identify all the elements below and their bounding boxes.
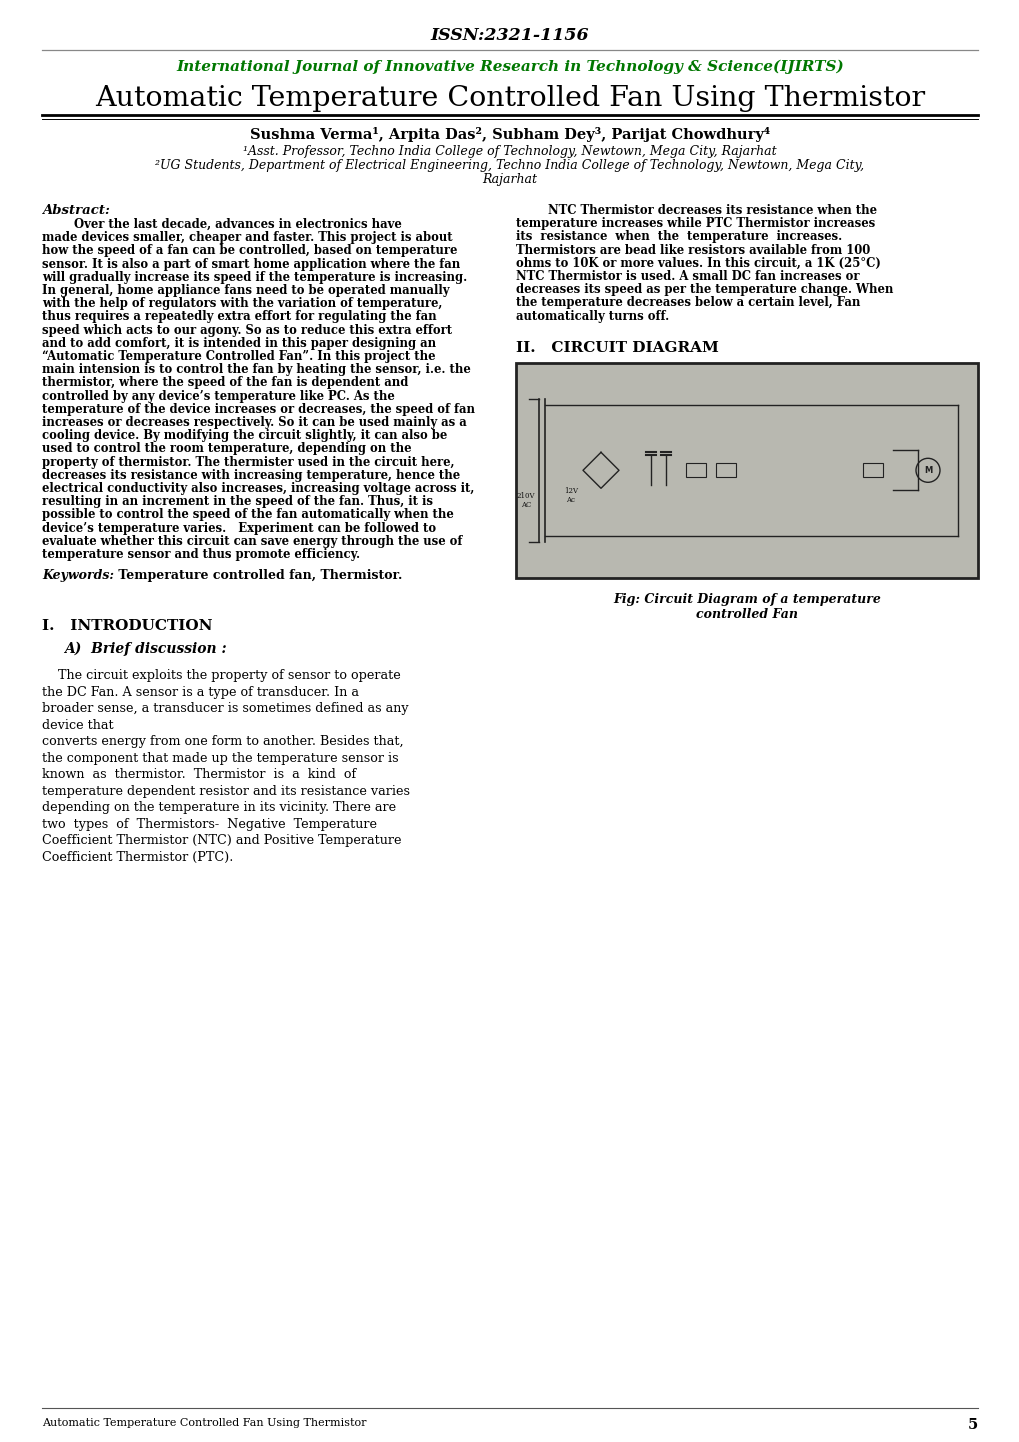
Text: possible to control the speed of the fan automatically when the: possible to control the speed of the fan… xyxy=(42,509,453,522)
Text: In general, home appliance fans need to be operated manually: In general, home appliance fans need to … xyxy=(42,284,449,297)
Bar xyxy=(686,463,705,477)
Text: International Journal of Innovative Research in Technology & Science(IJIRTS): International Journal of Innovative Rese… xyxy=(176,59,843,74)
Text: ISSN:2321-1156: ISSN:2321-1156 xyxy=(430,27,589,45)
Text: I.   INTRODUCTION: I. INTRODUCTION xyxy=(42,619,212,633)
Text: M: M xyxy=(923,466,931,474)
Text: Temperature controlled fan, Thermistor.: Temperature controlled fan, Thermistor. xyxy=(114,570,401,583)
Text: and to add comfort, it is intended in this paper designing an: and to add comfort, it is intended in th… xyxy=(42,337,436,350)
Bar xyxy=(715,463,736,477)
Text: temperature dependent resistor and its resistance varies: temperature dependent resistor and its r… xyxy=(42,784,410,797)
Text: NTC Thermistor is used. A small DC fan increases or: NTC Thermistor is used. A small DC fan i… xyxy=(516,270,859,283)
Text: the component that made up the temperature sensor is: the component that made up the temperatu… xyxy=(42,751,398,764)
Text: automatically turns off.: automatically turns off. xyxy=(516,310,668,323)
Text: the temperature decreases below a certain level, Fan: the temperature decreases below a certai… xyxy=(516,297,860,310)
Text: broader sense, a transducer is sometimes defined as any: broader sense, a transducer is sometimes… xyxy=(42,702,409,715)
Text: II.   CIRCUIT DIAGRAM: II. CIRCUIT DIAGRAM xyxy=(516,340,718,355)
Text: main intension is to control the fan by heating the sensor, i.e. the: main intension is to control the fan by … xyxy=(42,363,471,376)
Text: cooling device. By modifying the circuit slightly, it can also be: cooling device. By modifying the circuit… xyxy=(42,430,446,443)
Text: known  as  thermistor.  Thermistor  is  a  kind  of: known as thermistor. Thermistor is a kin… xyxy=(42,769,356,782)
Text: speed which acts to our agony. So as to reduce this extra effort: speed which acts to our agony. So as to … xyxy=(42,323,451,336)
Text: converts energy from one form to another. Besides that,: converts energy from one form to another… xyxy=(42,735,404,748)
Text: two  types  of  Thermistors-  Negative  Temperature: two types of Thermistors- Negative Tempe… xyxy=(42,818,377,831)
Text: evaluate whether this circuit can save energy through the use of: evaluate whether this circuit can save e… xyxy=(42,535,462,548)
Text: resulting in an increment in the speed of the fan. Thus, it is: resulting in an increment in the speed o… xyxy=(42,495,433,508)
Text: The circuit exploits the property of sensor to operate: The circuit exploits the property of sen… xyxy=(42,669,400,682)
Text: ¹Asst. Professor, Techno India College of Technology, Newtown, Mega City, Rajarh: ¹Asst. Professor, Techno India College o… xyxy=(243,144,776,157)
Text: Coefficient Thermistor (PTC).: Coefficient Thermistor (PTC). xyxy=(42,851,233,864)
Text: Coefficient Thermistor (NTC) and Positive Temperature: Coefficient Thermistor (NTC) and Positiv… xyxy=(42,835,401,848)
Text: Sushma Verma¹, Arpita Das², Subham Dey³, Parijat Chowdhury⁴: Sushma Verma¹, Arpita Das², Subham Dey³,… xyxy=(250,127,769,141)
Text: temperature sensor and thus promote efficiency.: temperature sensor and thus promote effi… xyxy=(42,548,360,561)
Text: device’s temperature varies.   Experiment can be followed to: device’s temperature varies. Experiment … xyxy=(42,522,436,535)
Text: controlled by any device’s temperature like PC. As the: controlled by any device’s temperature l… xyxy=(42,389,394,402)
Text: property of thermistor. The thermister used in the circuit here,: property of thermistor. The thermister u… xyxy=(42,456,454,469)
Text: Fig: Circuit Diagram of a temperature: Fig: Circuit Diagram of a temperature xyxy=(612,593,880,606)
Text: used to control the room temperature, depending on the: used to control the room temperature, de… xyxy=(42,443,411,456)
Text: depending on the temperature in its vicinity. There are: depending on the temperature in its vici… xyxy=(42,802,395,815)
Text: thermistor, where the speed of the fan is dependent and: thermistor, where the speed of the fan i… xyxy=(42,376,408,389)
Text: “Automatic Temperature Controlled Fan”. In this project the: “Automatic Temperature Controlled Fan”. … xyxy=(42,350,435,363)
Text: A)  Brief discussion :: A) Brief discussion : xyxy=(64,642,226,656)
Text: temperature of the device increases or decreases, the speed of fan: temperature of the device increases or d… xyxy=(42,402,475,415)
Bar xyxy=(862,463,882,477)
Text: 12V
Ac: 12V Ac xyxy=(564,487,578,503)
Text: the DC Fan. A sensor is a type of transducer. In a: the DC Fan. A sensor is a type of transd… xyxy=(42,686,359,699)
Text: Over the last decade, advances in electronics have: Over the last decade, advances in electr… xyxy=(42,218,401,231)
Text: with the help of regulators with the variation of temperature,: with the help of regulators with the var… xyxy=(42,297,442,310)
Text: Thermistors are bead like resistors available from 100: Thermistors are bead like resistors avai… xyxy=(516,244,869,257)
Text: electrical conductivity also increases, increasing voltage across it,: electrical conductivity also increases, … xyxy=(42,482,474,495)
Text: Keywords:: Keywords: xyxy=(42,570,114,583)
Text: increases or decreases respectively. So it can be used mainly as a: increases or decreases respectively. So … xyxy=(42,415,467,430)
Text: Automatic Temperature Controlled Fan Using Thermistor: Automatic Temperature Controlled Fan Usi… xyxy=(95,85,924,111)
Text: ²UG Students, Department of Electrical Engineering, Techno India College of Tech: ²UG Students, Department of Electrical E… xyxy=(155,160,864,173)
Text: ohms to 10K or more values. In this circuit, a 1K (25°C): ohms to 10K or more values. In this circ… xyxy=(516,257,880,270)
Text: will gradually increase its speed if the temperature is increasing.: will gradually increase its speed if the… xyxy=(42,271,467,284)
Text: its  resistance  when  the  temperature  increases.: its resistance when the temperature incr… xyxy=(516,231,842,244)
Text: Abstract:: Abstract: xyxy=(42,203,110,216)
Text: Automatic Temperature Controlled Fan Using Thermistor: Automatic Temperature Controlled Fan Usi… xyxy=(42,1417,366,1428)
Text: NTC Thermistor decreases its resistance when the: NTC Thermistor decreases its resistance … xyxy=(516,203,876,216)
Text: controlled Fan: controlled Fan xyxy=(695,607,797,622)
Text: decreases its resistance with increasing temperature, hence the: decreases its resistance with increasing… xyxy=(42,469,460,482)
Text: 210V
AC: 210V AC xyxy=(517,492,535,509)
Text: sensor. It is also a part of smart home application where the fan: sensor. It is also a part of smart home … xyxy=(42,258,460,271)
Text: device that: device that xyxy=(42,718,113,731)
Bar xyxy=(516,363,977,578)
Text: made devices smaller, cheaper and faster. This project is about: made devices smaller, cheaper and faster… xyxy=(42,231,452,244)
Text: how the speed of a fan can be controlled, based on temperature: how the speed of a fan can be controlled… xyxy=(42,244,457,258)
Text: decreases its speed as per the temperature change. When: decreases its speed as per the temperatu… xyxy=(516,283,893,296)
Text: temperature increases while PTC Thermistor increases: temperature increases while PTC Thermist… xyxy=(516,218,874,231)
Text: 5: 5 xyxy=(967,1417,977,1432)
Text: Rajarhat: Rajarhat xyxy=(482,173,537,186)
Text: thus requires a repeatedly extra effort for regulating the fan: thus requires a repeatedly extra effort … xyxy=(42,310,436,323)
